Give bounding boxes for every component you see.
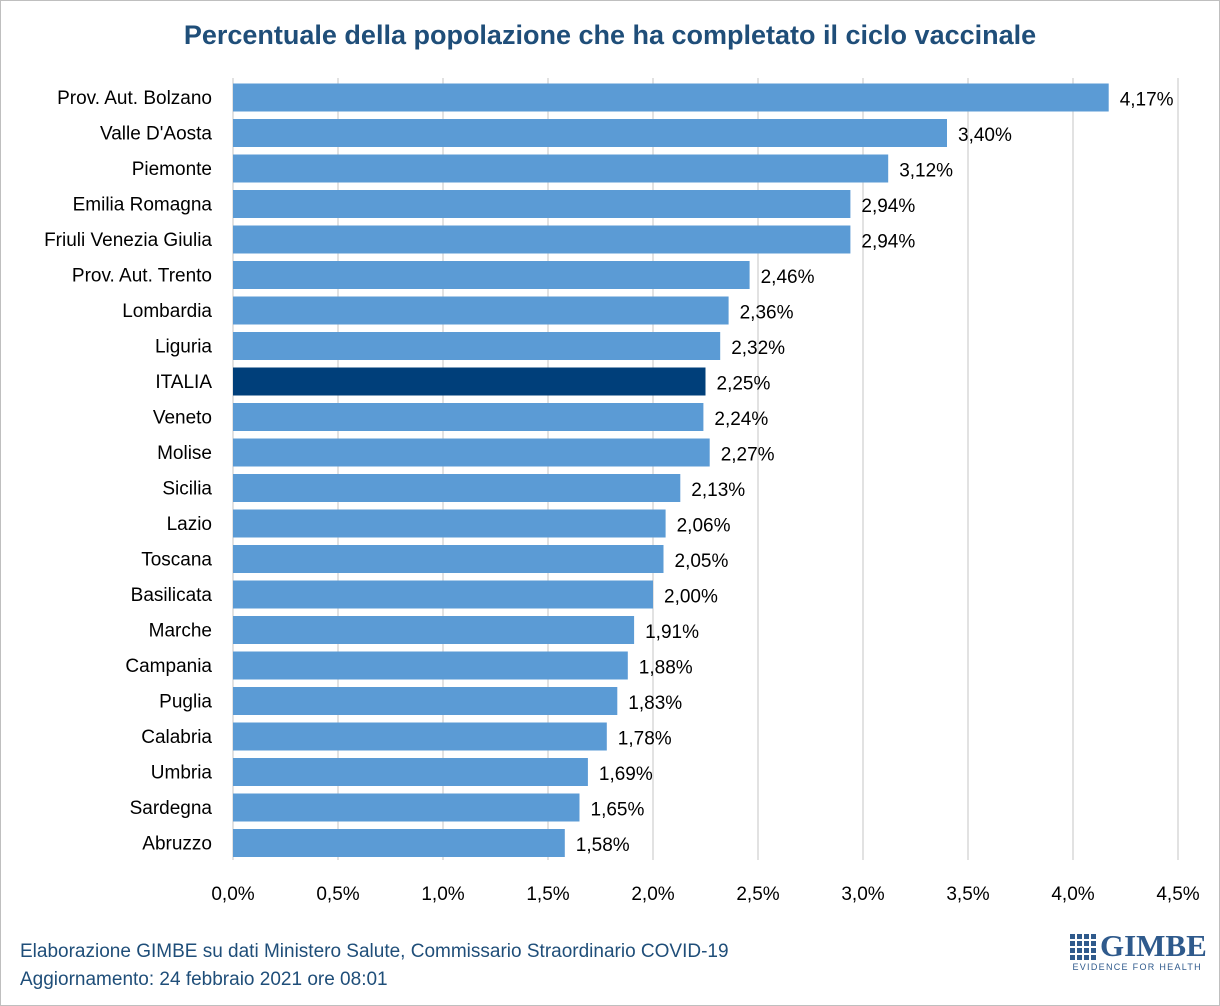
chart-title: Percentuale della popolazione che ha com… [183, 20, 1037, 50]
value-label: 2,13% [691, 480, 745, 501]
value-label: 1,58% [576, 835, 630, 856]
bar [233, 296, 729, 325]
category-label: Liguria [155, 337, 212, 358]
footer-source: Elaborazione GIMBE su dati Ministero Sal… [20, 941, 729, 962]
category-label: Sardegna [130, 798, 213, 819]
bar [233, 438, 710, 467]
x-tick-label: 1,0% [421, 884, 464, 905]
value-label: 3,40% [958, 125, 1012, 146]
value-label: 1,91% [645, 622, 699, 643]
bar [233, 225, 851, 254]
category-label: Campania [125, 656, 212, 677]
bar [233, 154, 889, 183]
value-label: 1,65% [591, 800, 645, 821]
category-label: Toscana [141, 550, 212, 571]
value-label: 2,94% [861, 232, 915, 253]
bar [233, 509, 666, 538]
bar [233, 474, 681, 502]
value-label: 3,12% [899, 161, 953, 182]
category-label: Basilicata [131, 585, 213, 606]
value-label: 1,78% [618, 729, 672, 750]
gimbe-logo: GIMBE EVIDENCE FOR HEALTH [1070, 928, 1207, 974]
bar [233, 722, 607, 751]
value-label: 2,00% [664, 587, 718, 608]
bar [233, 758, 588, 786]
category-label: Molise [157, 443, 212, 464]
bar [233, 793, 580, 822]
x-tick-label: 3,5% [946, 884, 989, 905]
category-label: Emilia Romagna [73, 195, 213, 216]
bar [233, 332, 721, 360]
bar [233, 190, 851, 218]
value-label: 2,24% [714, 409, 768, 430]
bar [233, 261, 750, 289]
value-label: 1,69% [599, 764, 653, 785]
value-label: 2,46% [761, 267, 815, 288]
bar [233, 687, 618, 715]
value-label: 2,32% [731, 338, 785, 359]
x-tick-label: 2,5% [736, 884, 779, 905]
x-tick-label: 3,0% [841, 884, 884, 905]
category-label: Piemonte [132, 159, 212, 180]
x-tick-label: 4,5% [1156, 884, 1199, 905]
bar [233, 580, 653, 609]
bar [233, 119, 947, 147]
value-label: 2,25% [717, 374, 771, 395]
x-tick-label: 0,0% [211, 884, 254, 905]
category-label: Umbria [151, 763, 213, 784]
bar [233, 829, 565, 857]
value-label: 2,36% [740, 303, 794, 324]
category-label: Marche [149, 621, 212, 642]
category-label: Puglia [159, 692, 212, 713]
x-tick-label: 4,0% [1051, 884, 1094, 905]
footer: Elaborazione GIMBE su dati Ministero Sal… [20, 938, 729, 994]
value-label: 2,94% [861, 196, 915, 217]
x-tick-label: 2,0% [631, 884, 674, 905]
category-label: Valle D'Aosta [100, 124, 212, 145]
value-label: 2,27% [721, 445, 775, 466]
logo-tagline: EVIDENCE FOR HEALTH [1072, 962, 1202, 972]
category-label: Prov. Aut. Trento [72, 266, 212, 287]
logo-wordmark: GIMBE [1100, 928, 1207, 963]
bar [233, 83, 1109, 112]
footer-update: Aggiornamento: 24 febbraio 2021 ore 08:0… [20, 969, 388, 990]
value-label: 2,05% [675, 551, 729, 572]
x-tick-label: 0,5% [316, 884, 359, 905]
category-label: Prov. Aut. Bolzano [57, 88, 212, 109]
category-label: Calabria [141, 727, 212, 748]
category-label: ITALIA [155, 372, 212, 393]
category-label: Sicilia [162, 479, 212, 500]
category-label: Lombardia [122, 301, 212, 322]
value-label: 1,83% [628, 693, 682, 714]
bar [233, 403, 704, 431]
bar [233, 616, 635, 644]
bar-highlight [233, 367, 706, 396]
value-label: 1,88% [639, 658, 693, 679]
value-label: 2,06% [677, 516, 731, 537]
logo-grid-icon [1070, 934, 1096, 960]
category-label: Friuli Venezia Giulia [44, 230, 212, 251]
value-label: 4,17% [1120, 90, 1174, 111]
x-tick-label: 1,5% [526, 884, 569, 905]
category-label: Abruzzo [142, 834, 212, 855]
category-label: Lazio [167, 514, 212, 535]
bar [233, 545, 664, 573]
category-label: Veneto [153, 408, 212, 429]
bar [233, 651, 628, 680]
